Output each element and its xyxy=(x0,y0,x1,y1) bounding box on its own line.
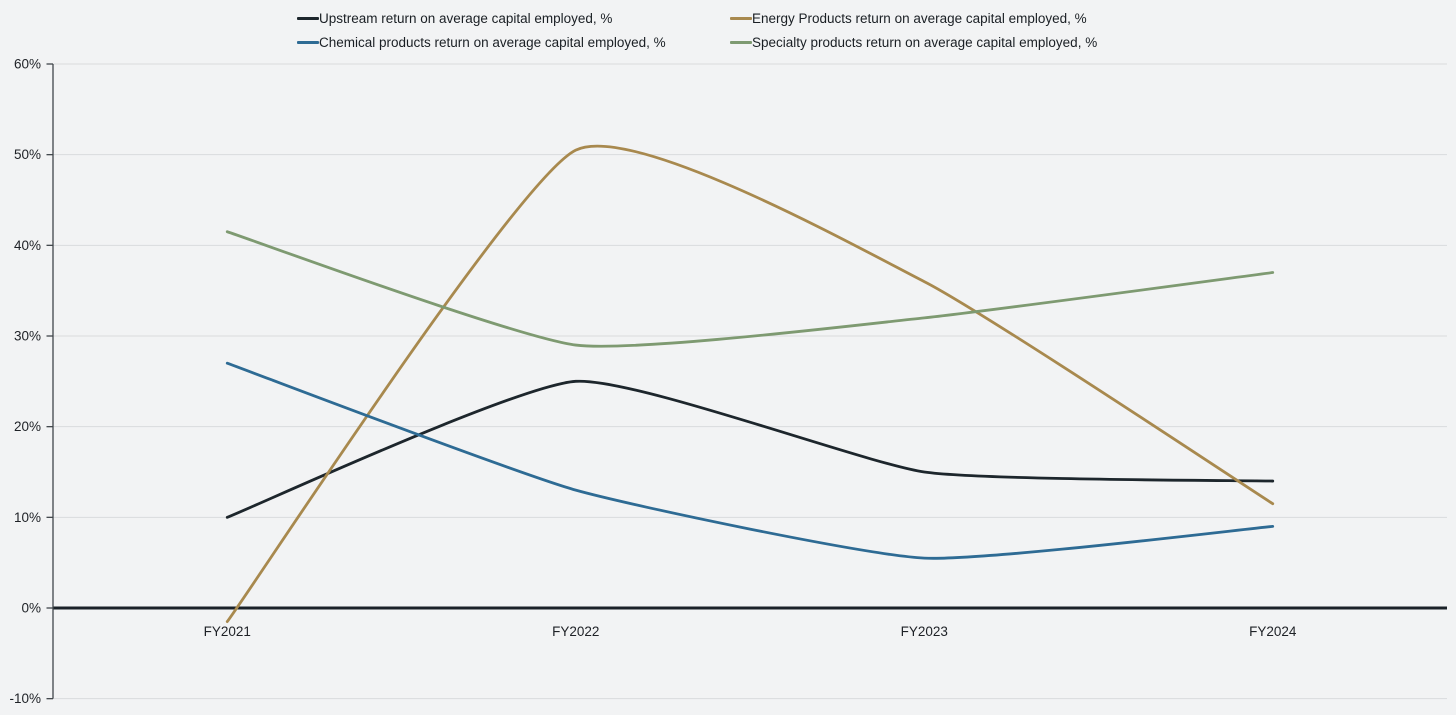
legend-item-chemical-products: Chemical products return on average capi… xyxy=(297,35,730,50)
x-axis-label: FY2022 xyxy=(552,624,599,639)
chemical-products-line-swatch-icon xyxy=(297,40,319,44)
y-axis-label: 60% xyxy=(14,57,41,72)
legend-label-upstream: Upstream return on average capital emplo… xyxy=(319,10,613,26)
energy-products-line-swatch-icon xyxy=(730,16,752,20)
y-axis-label: 10% xyxy=(14,510,41,525)
y-axis-label: 30% xyxy=(14,329,41,344)
series-line-1 xyxy=(225,144,1275,623)
y-axis-label: 40% xyxy=(14,238,41,253)
x-axis-label: FY2024 xyxy=(1249,624,1297,639)
series-line-3 xyxy=(225,230,1275,348)
legend-label-specialty-products: Specialty products return on average cap… xyxy=(752,34,1098,50)
chart-legend: Upstream return on average capital emplo… xyxy=(297,6,1097,54)
x-axis-label: FY2023 xyxy=(901,624,948,639)
legend-item-energy-products: Energy Products return on average capita… xyxy=(730,11,1097,26)
y-axis-label: 20% xyxy=(14,419,41,434)
legend-label-chemical-products: Chemical products return on average capi… xyxy=(319,34,666,50)
legend-item-specialty-products: Specialty products return on average cap… xyxy=(730,35,1097,50)
y-axis-label: 50% xyxy=(14,147,41,162)
legend-item-upstream: Upstream return on average capital emplo… xyxy=(297,11,730,26)
y-axis-label: -10% xyxy=(9,691,41,706)
specialty-products-line-swatch-icon xyxy=(730,40,752,44)
series-line-0 xyxy=(225,379,1275,519)
x-axis-label: FY2021 xyxy=(204,624,251,639)
y-axis-label: 0% xyxy=(21,601,41,616)
upstream-line-swatch-icon xyxy=(297,16,319,20)
series-line-2 xyxy=(225,361,1275,560)
legend-label-energy-products: Energy Products return on average capita… xyxy=(752,10,1087,26)
